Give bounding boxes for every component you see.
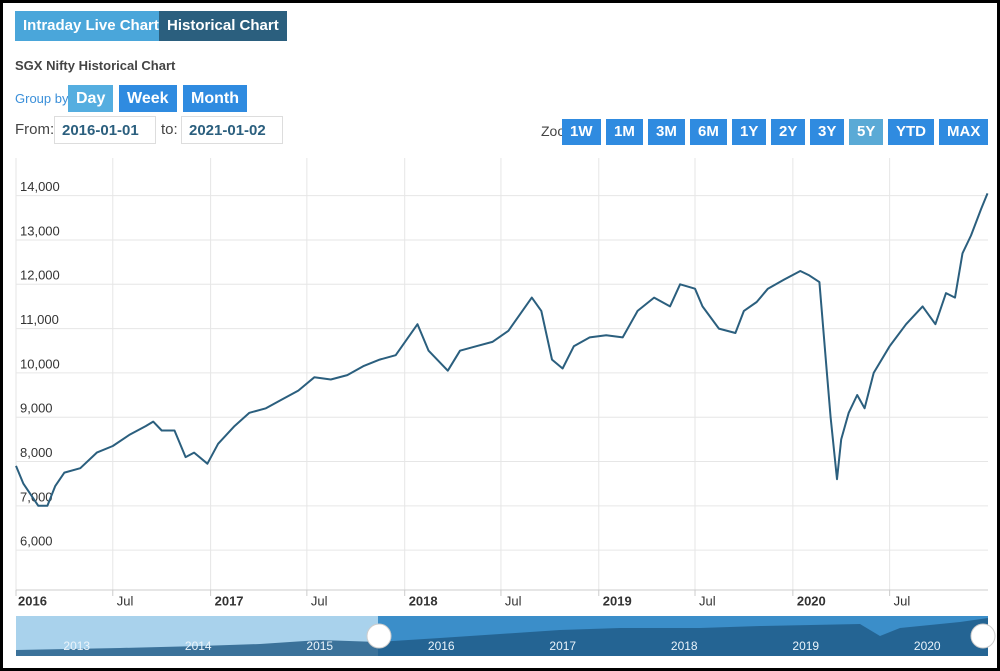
x-tick-label: Jul bbox=[894, 593, 911, 608]
navigator-label: 2015 bbox=[306, 639, 333, 653]
plot-area bbox=[16, 158, 988, 590]
group-button[interactable]: Day bbox=[68, 85, 114, 112]
x-tick-label: Jul bbox=[311, 593, 328, 608]
x-tick-label: 2020 bbox=[797, 593, 826, 608]
x-tick-label: 2017 bbox=[215, 593, 244, 608]
tab[interactable]: Historical Chart bbox=[159, 11, 287, 41]
zoom-button[interactable]: 6M bbox=[690, 119, 727, 145]
tab[interactable]: Intraday Live Chart bbox=[15, 11, 167, 41]
x-tick-label: Jul bbox=[699, 593, 716, 608]
x-tick-label: Jul bbox=[117, 593, 134, 608]
navigator-label: 2014 bbox=[185, 639, 212, 653]
group-button[interactable]: Week bbox=[119, 85, 177, 112]
zoom-button[interactable]: 2Y bbox=[771, 119, 806, 145]
y-tick-label: 13,000 bbox=[20, 223, 60, 238]
navigator-label: 2018 bbox=[671, 639, 698, 653]
y-tick-label: 9,000 bbox=[20, 401, 53, 416]
zoom-button[interactable]: YTD bbox=[888, 119, 934, 145]
y-tick-label: 14,000 bbox=[20, 179, 60, 194]
x-tick-label: 2018 bbox=[409, 593, 438, 608]
zoom-button[interactable]: 1W bbox=[562, 119, 601, 145]
from-input[interactable]: 2016-01-01 bbox=[54, 116, 156, 144]
zoom-button[interactable]: 5Y bbox=[849, 119, 884, 145]
navigator-handle[interactable] bbox=[366, 623, 392, 649]
navigator-label: 2019 bbox=[792, 639, 819, 653]
x-tick-label: 2016 bbox=[18, 593, 47, 608]
y-tick-label: 7,000 bbox=[20, 489, 53, 504]
zoom-button[interactable]: 1M bbox=[606, 119, 643, 145]
price-line bbox=[15, 193, 989, 507]
y-tick-label: 12,000 bbox=[20, 268, 60, 283]
navigator-label: 2020 bbox=[914, 639, 941, 653]
x-tick-label: Jul bbox=[505, 593, 522, 608]
to-label: to: bbox=[161, 121, 178, 138]
zoom-button[interactable]: 3M bbox=[648, 119, 685, 145]
from-label: From: bbox=[15, 121, 55, 138]
y-tick-label: 6,000 bbox=[20, 534, 53, 549]
navigator-label: 2016 bbox=[428, 639, 455, 653]
y-tick-label: 8,000 bbox=[20, 445, 53, 460]
zoom-button[interactable]: MAX bbox=[939, 119, 989, 145]
group-button[interactable]: Month bbox=[183, 85, 247, 112]
y-tick-label: 10,000 bbox=[20, 356, 60, 371]
page-title: SGX Nifty Historical Chart bbox=[15, 58, 176, 73]
zoom-button[interactable]: 3Y bbox=[810, 119, 845, 145]
group-label: Group by: bbox=[15, 91, 73, 106]
zoom-button[interactable]: 1Y bbox=[732, 119, 767, 145]
to-input[interactable]: 2021-01-02 bbox=[181, 116, 283, 144]
navigator-label: 2017 bbox=[549, 639, 576, 653]
navigator-series bbox=[16, 618, 988, 656]
x-tick-label: 2019 bbox=[603, 593, 632, 608]
navigator-label: 2013 bbox=[63, 639, 90, 653]
y-tick-label: 11,000 bbox=[20, 312, 59, 327]
navigator-handle[interactable] bbox=[970, 623, 996, 649]
